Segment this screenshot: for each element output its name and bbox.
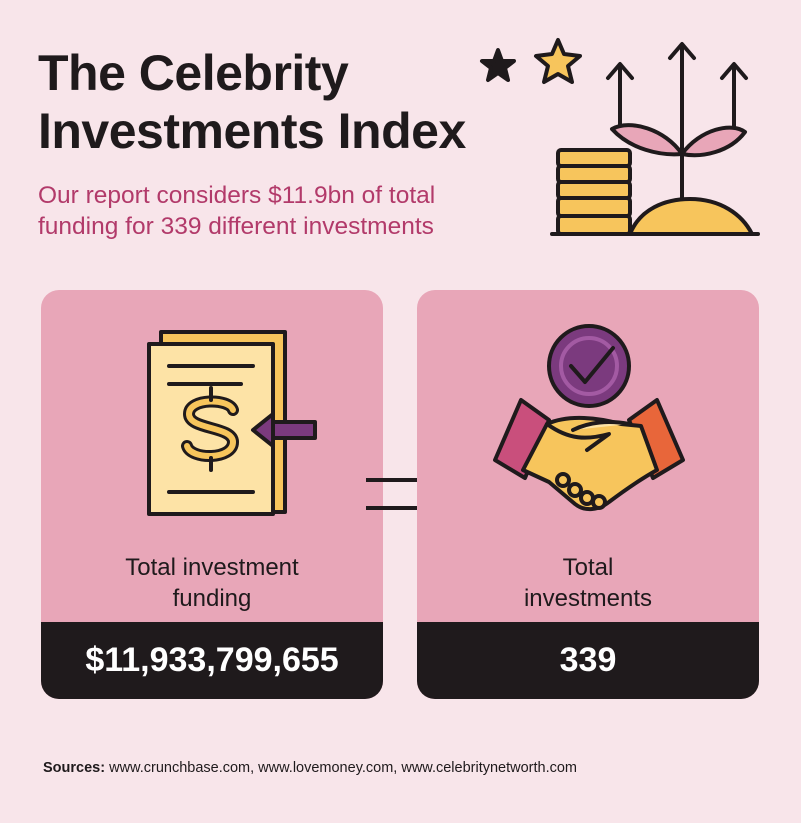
sources-label: Sources:: [43, 760, 106, 776]
sources-footnote: Sources: www.crunchbase.com, www.lovemon…: [43, 760, 577, 776]
investments-label: Total investments: [417, 552, 759, 614]
handshake-icon: [493, 324, 685, 511]
star-icon: [480, 48, 516, 82]
investments-value: 339: [417, 622, 759, 699]
subtitle-line-1: Our report considers $11.9bn of total: [38, 182, 436, 209]
sources-text: www.crunchbase.com, www.lovemoney.com, w…: [105, 760, 578, 776]
money-document-icon: [147, 330, 317, 516]
investments-label-line-1: Total: [562, 554, 614, 581]
funding-value: $11,933,799,655: [41, 622, 383, 699]
total-investments-card: Total investments 339: [417, 290, 759, 699]
funding-label: Total investment funding: [41, 552, 383, 614]
title-line-1: The Celebrity: [38, 45, 349, 101]
growth-illustration-icon: [480, 38, 760, 236]
funding-label-line-2: funding: [172, 585, 252, 612]
total-funding-card: Total investment funding $11,933,799,655: [41, 290, 383, 699]
star-icon: [534, 38, 582, 84]
subtitle: Our report considers $11.9bn of total fu…: [38, 180, 538, 242]
funding-label-line-1: Total investment: [125, 554, 299, 581]
subtitle-line-2: funding for 339 different investments: [38, 213, 434, 240]
page-title: The Celebrity Investments Index: [38, 44, 466, 160]
title-line-2: Investments Index: [38, 103, 466, 159]
investments-label-line-2: investments: [523, 585, 653, 612]
